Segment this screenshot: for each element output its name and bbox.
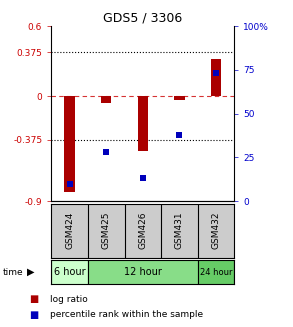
Bar <box>51 260 88 284</box>
Text: GSM425: GSM425 <box>102 212 111 249</box>
Bar <box>198 260 234 284</box>
Text: GSM432: GSM432 <box>212 212 221 249</box>
Bar <box>138 96 148 151</box>
Text: ■: ■ <box>29 310 39 319</box>
Text: GSM426: GSM426 <box>138 212 147 249</box>
Bar <box>101 96 111 103</box>
Text: percentile rank within the sample: percentile rank within the sample <box>50 310 203 319</box>
Bar <box>64 96 75 192</box>
Bar <box>174 96 185 100</box>
Bar <box>211 59 221 96</box>
Title: GDS5 / 3306: GDS5 / 3306 <box>103 12 183 25</box>
Text: ■: ■ <box>29 294 39 304</box>
Text: log ratio: log ratio <box>50 295 88 304</box>
Text: time: time <box>3 268 23 277</box>
Text: 12 hour: 12 hour <box>124 267 162 277</box>
Text: ▶: ▶ <box>27 267 35 277</box>
Bar <box>88 260 198 284</box>
Text: 24 hour: 24 hour <box>200 268 232 277</box>
Text: 6 hour: 6 hour <box>54 267 85 277</box>
Text: GSM424: GSM424 <box>65 212 74 249</box>
Text: GSM431: GSM431 <box>175 212 184 249</box>
